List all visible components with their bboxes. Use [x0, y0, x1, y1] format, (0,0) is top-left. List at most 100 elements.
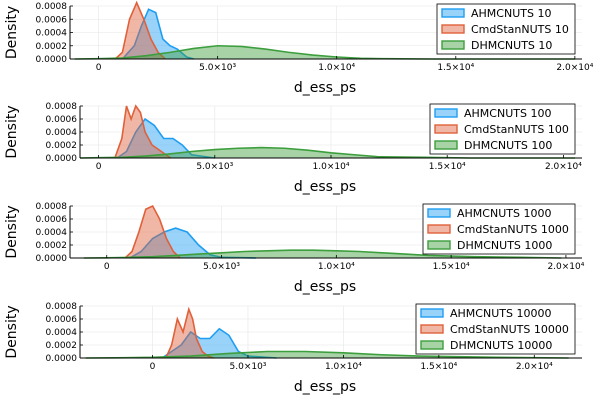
x-tick-label: 0: [104, 262, 110, 272]
x-tick-label: 5.0×10³: [199, 63, 236, 73]
x-tick-label: 1.0×10⁴: [313, 162, 350, 172]
y-tick-label: 0.0002: [46, 141, 78, 151]
series-fill-dhmcnuts: [85, 351, 569, 358]
x-axis-label: d_ess_ps: [294, 80, 356, 96]
y-tick-label: 0.0002: [36, 42, 68, 52]
legend-box: [429, 103, 576, 155]
x-tick-label: 2.0×10⁴: [516, 362, 553, 372]
y-tick-label: 0.0008: [46, 302, 78, 312]
legend-swatch-dhmcnuts: [441, 40, 465, 50]
legend-label: CmdStanNUTS 100: [464, 123, 569, 136]
series-line-dhmcnuts: [79, 146, 576, 159]
series-fill-ahmcnuts: [122, 9, 194, 59]
y-tick-label: 0.0000: [36, 55, 68, 65]
series-fill-cmdstannuts: [115, 2, 166, 59]
legend-swatch-dhmcnuts: [420, 340, 444, 350]
y-axis-label: Density: [4, 6, 20, 59]
x-tick-label: 1.0×10⁴: [318, 262, 355, 272]
x-tick-label: 1.0×10⁴: [325, 362, 362, 372]
legend: AHMCNUTS 100 CmdStanNUTS 100 DHMCNUTS 100: [429, 103, 576, 155]
x-tick-label: 5.0×10³: [230, 362, 267, 372]
series-fill-ahmcnuts: [162, 328, 277, 358]
panel-2: 0 5.0×10³ 1.0×10⁴ 1.5×10⁴ 2.0×10⁴ 0.0000 0.000…: [4, 102, 582, 195]
y-tick-label: 0.0004: [46, 328, 78, 338]
y-axis-label: Density: [4, 205, 20, 258]
x-tick-label: 2.0×10⁴: [556, 63, 593, 73]
series-line-ahmcnuts: [116, 117, 215, 159]
legend-swatch-dhmcnuts: [434, 140, 458, 150]
legend-label: CmdStanNUTS 10000: [450, 323, 569, 336]
legend-swatch-ahmcnuts: [441, 8, 465, 18]
series-line-cmdstannuts: [124, 204, 181, 259]
legend-swatch-dhmcnuts: [427, 240, 451, 250]
y-axis-label: Density: [4, 305, 20, 358]
legend-swatch-cmdstannuts: [427, 224, 451, 234]
series-line-ahmcnuts: [121, 8, 195, 60]
legend: AHMCNUTS 10000 CmdStanNUTS 10000 DHMCNUTS …: [415, 303, 576, 355]
x-axis-label: d_ess_ps: [294, 379, 356, 395]
legend-swatch-ahmcnuts: [427, 208, 451, 218]
series-line-cmdstannuts: [114, 104, 172, 159]
x-tick-label: 2.0×10⁴: [545, 162, 582, 172]
panel-1: 0 5.0×10³ 1.0×10⁴ 1.5×10⁴ 2.0×10⁴ 0.0000 0.000…: [4, 0, 594, 96]
y-tick-label: 0.0000: [46, 154, 78, 164]
y-tick-label: 0.0004: [36, 29, 68, 39]
legend-label: DHMCNUTS 100: [464, 139, 552, 152]
x-axis-label: d_ess_ps: [294, 279, 356, 295]
x-tick-label: 0: [96, 63, 102, 73]
x-tick-label: 0: [96, 162, 102, 172]
series-fill-cmdstannuts: [114, 106, 171, 158]
series-line-cmdstannuts: [114, 0, 166, 60]
x-tick-label: 0: [150, 362, 156, 372]
series-fill-cmdstannuts: [125, 206, 181, 258]
x-tick-label: 5.0×10³: [203, 262, 240, 272]
y-tick-label: 0.0004: [46, 128, 78, 138]
panel-4: 0 5.0×10³ 1.0×10⁴ 1.5×10⁴ 2.0×10⁴ 0.0000 0.000…: [4, 302, 582, 395]
y-tick-label: 0.0002: [36, 241, 68, 251]
legend-label: DHMCNUTS 10: [471, 39, 552, 52]
legend-label: AHMCNUTS 10000: [450, 307, 551, 320]
legend-swatch-cmdstannuts: [434, 124, 458, 134]
series-line-ahmcnuts: [129, 227, 256, 259]
y-tick-label: 0.0006: [36, 215, 68, 225]
legend-label: CmdStanNUTS 1000: [457, 223, 569, 236]
legend: AHMCNUTS 1000 CmdStanNUTS 1000 DHMCNUTS 10…: [422, 203, 576, 255]
y-axis-label: Density: [4, 105, 20, 158]
x-tick-label: 1.5×10⁴: [433, 262, 470, 272]
series-fill-dhmcnuts: [74, 45, 575, 59]
legend-label: AHMCNUTS 10: [471, 7, 551, 20]
y-tick-label: 0.0000: [36, 254, 68, 264]
series-fill-ahmcnuts: [129, 228, 256, 258]
legend-label: AHMCNUTS 1000: [457, 207, 551, 220]
y-tick-label: 0.0000: [46, 354, 78, 364]
y-tick-label: 0.0006: [46, 315, 78, 325]
legend-label: CmdStanNUTS 10: [471, 23, 569, 36]
legend-swatch-ahmcnuts: [420, 308, 444, 318]
legend-box: [436, 3, 576, 55]
y-tick-label: 0.0002: [46, 341, 78, 351]
legend-swatch-cmdstannuts: [420, 324, 444, 334]
y-tick-label: 0.0004: [36, 228, 68, 238]
y-tick-label: 0.0008: [36, 2, 68, 12]
y-tick-label: 0.0006: [36, 15, 68, 25]
legend-label: AHMCNUTS 100: [464, 107, 551, 120]
y-tick-label: 0.0008: [46, 102, 78, 112]
series-line-dhmcnuts: [85, 350, 569, 359]
legend-swatch-cmdstannuts: [441, 24, 465, 34]
x-tick-label: 1.5×10⁴: [429, 162, 466, 172]
legend: AHMCNUTS 10 CmdStanNUTS 10 DHMCNUTS 10: [436, 3, 576, 55]
x-tick-label: 1.5×10⁴: [420, 362, 457, 372]
legend-label: DHMCNUTS 1000: [457, 239, 552, 252]
legend-box: [422, 203, 576, 255]
series-line-dhmcnuts: [83, 249, 562, 259]
x-tick-label: 1.5×10⁴: [437, 63, 474, 73]
x-tick-label: 2.0×10⁴: [547, 262, 584, 272]
x-axis-label: d_ess_ps: [294, 179, 356, 195]
x-tick-label: 1.0×10⁴: [318, 63, 355, 73]
legend-swatch-ahmcnuts: [434, 108, 458, 118]
panel-3: 0 5.0×10³ 1.0×10⁴ 1.5×10⁴ 2.0×10⁴ 0.0000 0.000…: [4, 202, 585, 295]
legend-label: DHMCNUTS 10000: [450, 339, 552, 352]
y-tick-label: 0.0008: [36, 202, 68, 212]
y-tick-label: 0.0006: [46, 115, 78, 125]
